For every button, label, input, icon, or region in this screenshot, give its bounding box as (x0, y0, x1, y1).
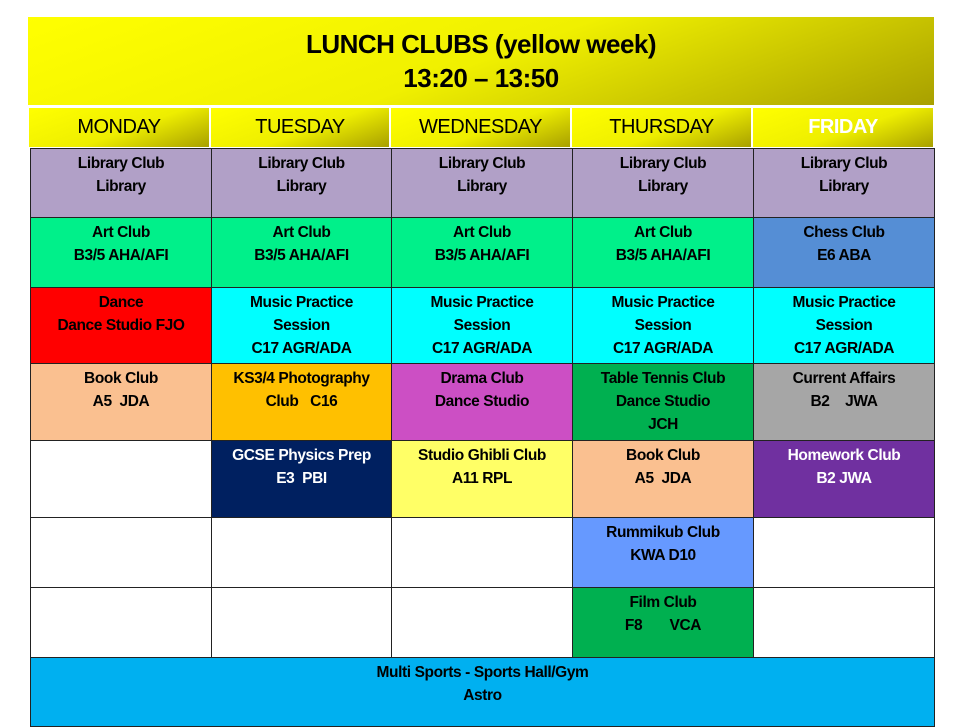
club-cell: Library Club Library (30, 148, 212, 218)
club-cell: Library Club Library (211, 148, 392, 218)
empty-cell (30, 440, 212, 518)
empty-cell (753, 587, 935, 658)
day-header-friday: FRIDAY (753, 108, 933, 147)
club-cell: Art Club B3/5 AHA/AFI (572, 217, 754, 288)
day-header-monday: MONDAY (29, 108, 209, 147)
multi-sports-cell: Multi Sports - Sports Hall/Gym Astro (30, 657, 935, 727)
club-cell: Drama Club Dance Studio (391, 363, 573, 441)
empty-cell (30, 587, 212, 658)
club-cell: Rummikub Club KWA D10 (572, 517, 754, 588)
club-cell: Dance Dance Studio FJO (30, 287, 212, 364)
club-cell: KS3/4 Photography Club C16 (211, 363, 392, 441)
title-time: 13:20 – 13:50 (403, 63, 559, 93)
empty-cell (211, 587, 392, 658)
empty-cell (211, 517, 392, 588)
club-cell: Current Affairs B2 JWA (753, 363, 935, 441)
club-cell: GCSE Physics Prep E3 PBI (211, 440, 392, 518)
club-cell: Studio Ghibli Club A11 RPL (391, 440, 573, 518)
club-cell: Art Club B3/5 AHA/AFI (30, 217, 212, 288)
club-cell: Art Club B3/5 AHA/AFI (391, 217, 573, 288)
club-cell: Library Club Library (391, 148, 573, 218)
club-cell: Book Club A5 JDA (30, 363, 212, 441)
empty-cell (753, 517, 935, 588)
day-header-thursday: THURSDAY (572, 108, 751, 147)
club-cell: Music Practice Session C17 AGR/ADA (391, 287, 573, 364)
day-header-wednesday: WEDNESDAY (391, 108, 570, 147)
empty-cell (30, 517, 212, 588)
timetable-title: LUNCH CLUBS (yellow week) 13:20 – 13:50 (28, 17, 934, 105)
club-cell: Book Club A5 JDA (572, 440, 754, 518)
day-header-tuesday: TUESDAY (211, 108, 389, 147)
club-cell: Homework Club B2 JWA (753, 440, 935, 518)
club-cell: Music Practice Session C17 AGR/ADA (572, 287, 754, 364)
club-cell: Film Club F8 VCA (572, 587, 754, 658)
club-cell: Table Tennis Club Dance Studio JCH (572, 363, 754, 441)
club-cell: Music Practice Session C17 AGR/ADA (211, 287, 392, 364)
club-cell: Art Club B3/5 AHA/AFI (211, 217, 392, 288)
empty-cell (391, 517, 573, 588)
club-cell: Music Practice Session C17 AGR/ADA (753, 287, 935, 364)
club-cell: Library Club Library (572, 148, 754, 218)
empty-cell (391, 587, 573, 658)
club-cell: Chess Club E6 ABA (753, 217, 935, 288)
title-heading: LUNCH CLUBS (yellow week) (305, 29, 657, 59)
club-cell: Library Club Library (753, 148, 935, 218)
